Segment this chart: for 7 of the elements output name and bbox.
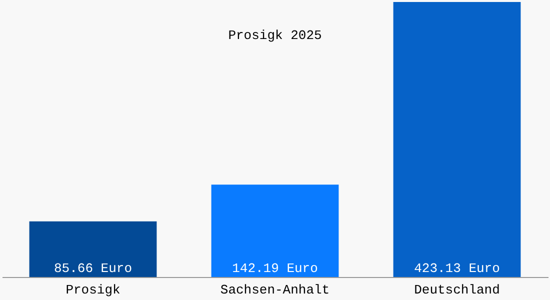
x-tick-label: Prosigk bbox=[66, 282, 121, 298]
data-label: 423.13 Euro bbox=[414, 261, 500, 276]
data-label: 142.19 Euro bbox=[232, 261, 318, 276]
x-tick-label: Deutschland bbox=[414, 282, 500, 298]
x-tick-label: Sachsen-Anhalt bbox=[220, 282, 330, 298]
text: Prosigk 2025 bbox=[228, 28, 322, 43]
data-label: 85.66 Euro bbox=[54, 261, 132, 276]
